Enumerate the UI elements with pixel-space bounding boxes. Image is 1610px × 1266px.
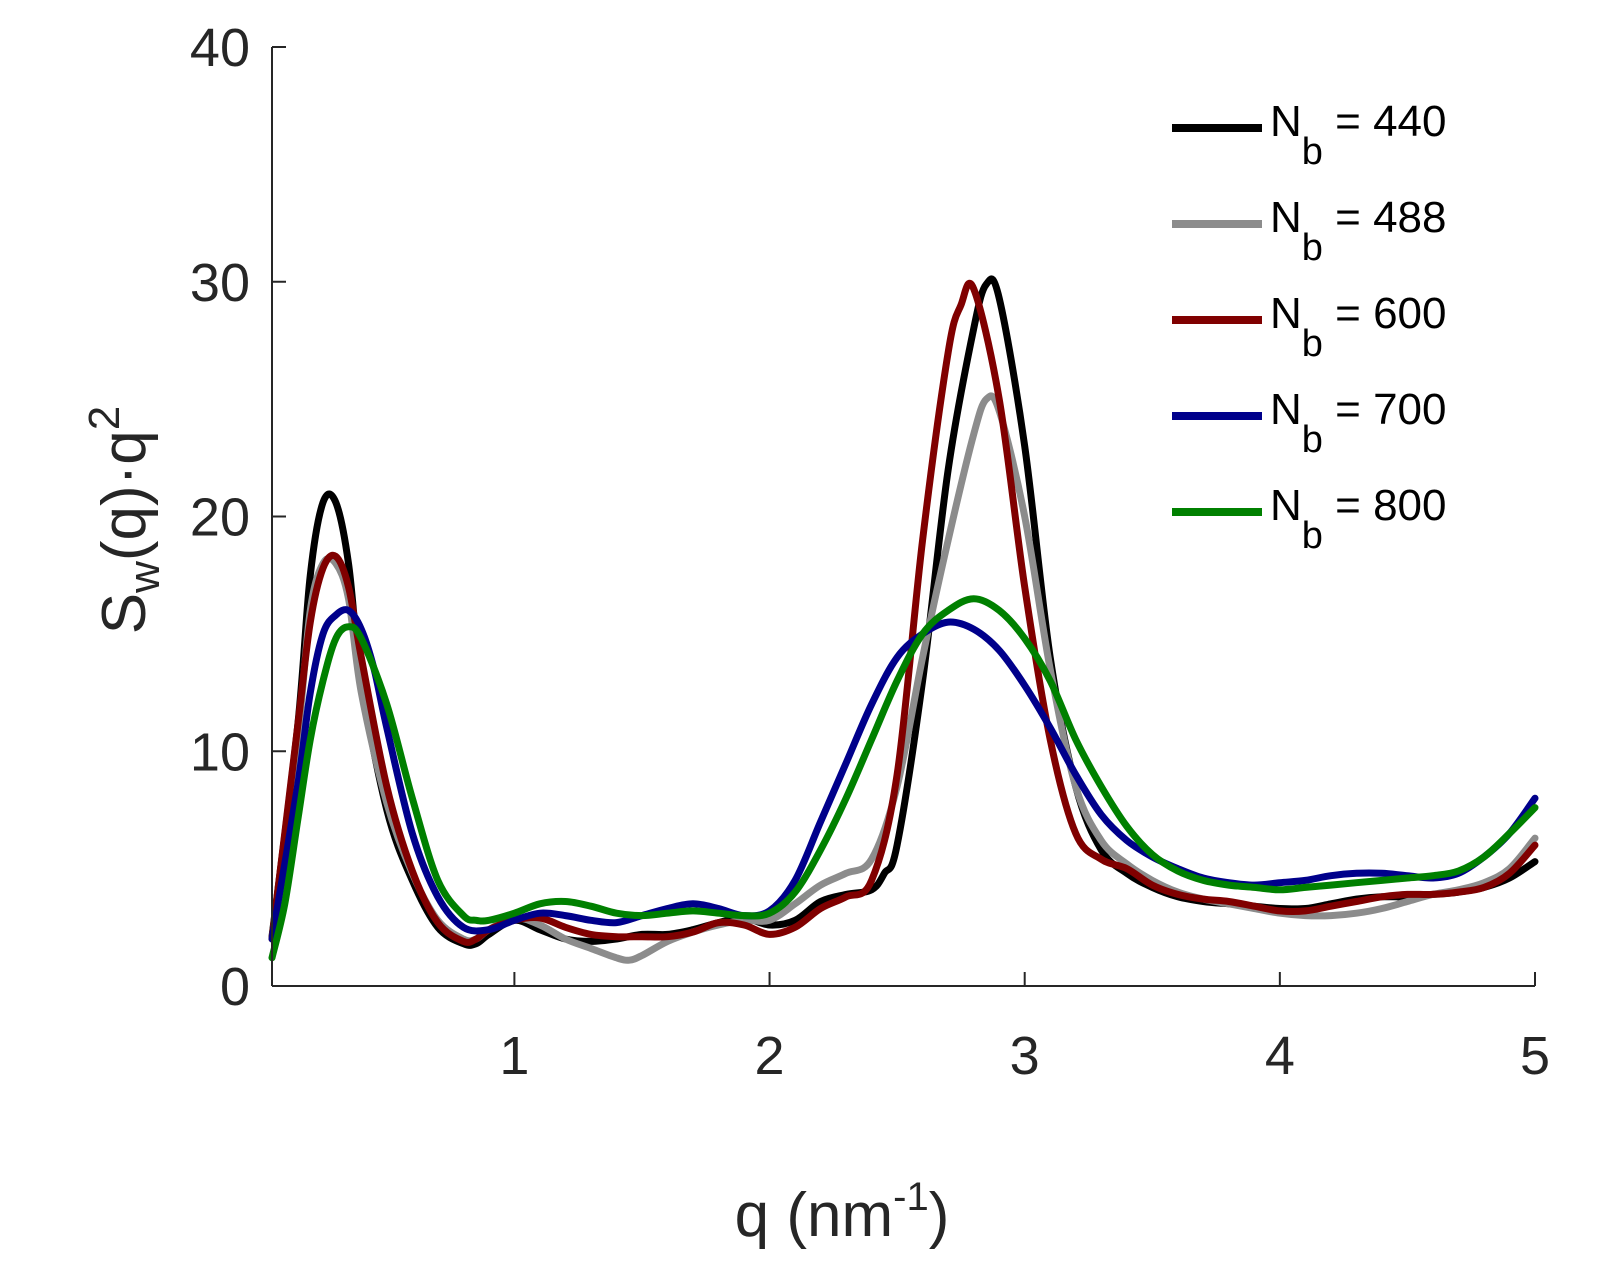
y-axis-title-mid: (q)·q: [90, 430, 159, 561]
legend-label-rest: = 800: [1323, 481, 1447, 530]
y-axis-title-superscript: 2: [80, 406, 129, 430]
legend-label-rest: = 488: [1323, 193, 1447, 242]
legend-label-subscript: b: [1302, 323, 1323, 365]
y-axis-title: Sw(q)·q2: [80, 406, 169, 635]
legend-label-subscript: b: [1302, 131, 1323, 173]
y-tick-label: 10: [190, 722, 250, 782]
x-tick-label: 1: [499, 1026, 529, 1086]
y-tick-label: 40: [190, 18, 250, 78]
x-tick-label: 4: [1265, 1026, 1295, 1086]
legend-label-rest: = 600: [1323, 289, 1447, 338]
ticks-layer: 1 2 3 4 5 0 10 20 30 40: [190, 18, 1550, 1086]
legend-label-subscript: b: [1302, 419, 1323, 461]
legend-label-base: N: [1270, 481, 1302, 530]
legend-label-rest: = 440: [1323, 97, 1447, 146]
y-axis-title-subscript: w: [120, 561, 169, 594]
legend-label-rest: = 700: [1323, 385, 1447, 434]
series-line-3: [268, 279, 1539, 946]
y-axis-title-main: S: [90, 593, 159, 634]
legend-label-base: N: [1270, 97, 1302, 146]
x-tick-label: 5: [1520, 1026, 1550, 1086]
legend-label-5: Nb = 800: [1270, 481, 1446, 557]
y-tick-label: 0: [220, 957, 250, 1017]
legend-label-4: Nb = 700: [1270, 385, 1446, 461]
legend-label-3: Nb = 600: [1270, 289, 1446, 365]
legend-label-base: N: [1270, 193, 1302, 242]
legend-label-1: Nb = 440: [1270, 97, 1446, 173]
x-axis-title-superscript: -1: [893, 1175, 929, 1219]
legend-label-base: N: [1270, 385, 1302, 434]
x-axis-title-close: ): [929, 1181, 950, 1250]
series-line-5: [268, 595, 1539, 962]
y-tick-label: 20: [190, 488, 250, 548]
legend-label-subscript: b: [1302, 227, 1323, 269]
series-line-4: [268, 606, 1539, 943]
x-axis-title: q (nm-1): [735, 1175, 950, 1250]
legend-label-subscript: b: [1302, 515, 1323, 557]
legend-label-2: Nb = 488: [1270, 193, 1446, 269]
y-tick-label: 30: [190, 253, 250, 313]
x-tick-label: 2: [755, 1026, 785, 1086]
x-tick-label: 3: [1010, 1026, 1040, 1086]
x-axis-title-main: q (nm: [735, 1181, 893, 1250]
legend-label-base: N: [1270, 289, 1302, 338]
series-layer: [268, 275, 1539, 964]
